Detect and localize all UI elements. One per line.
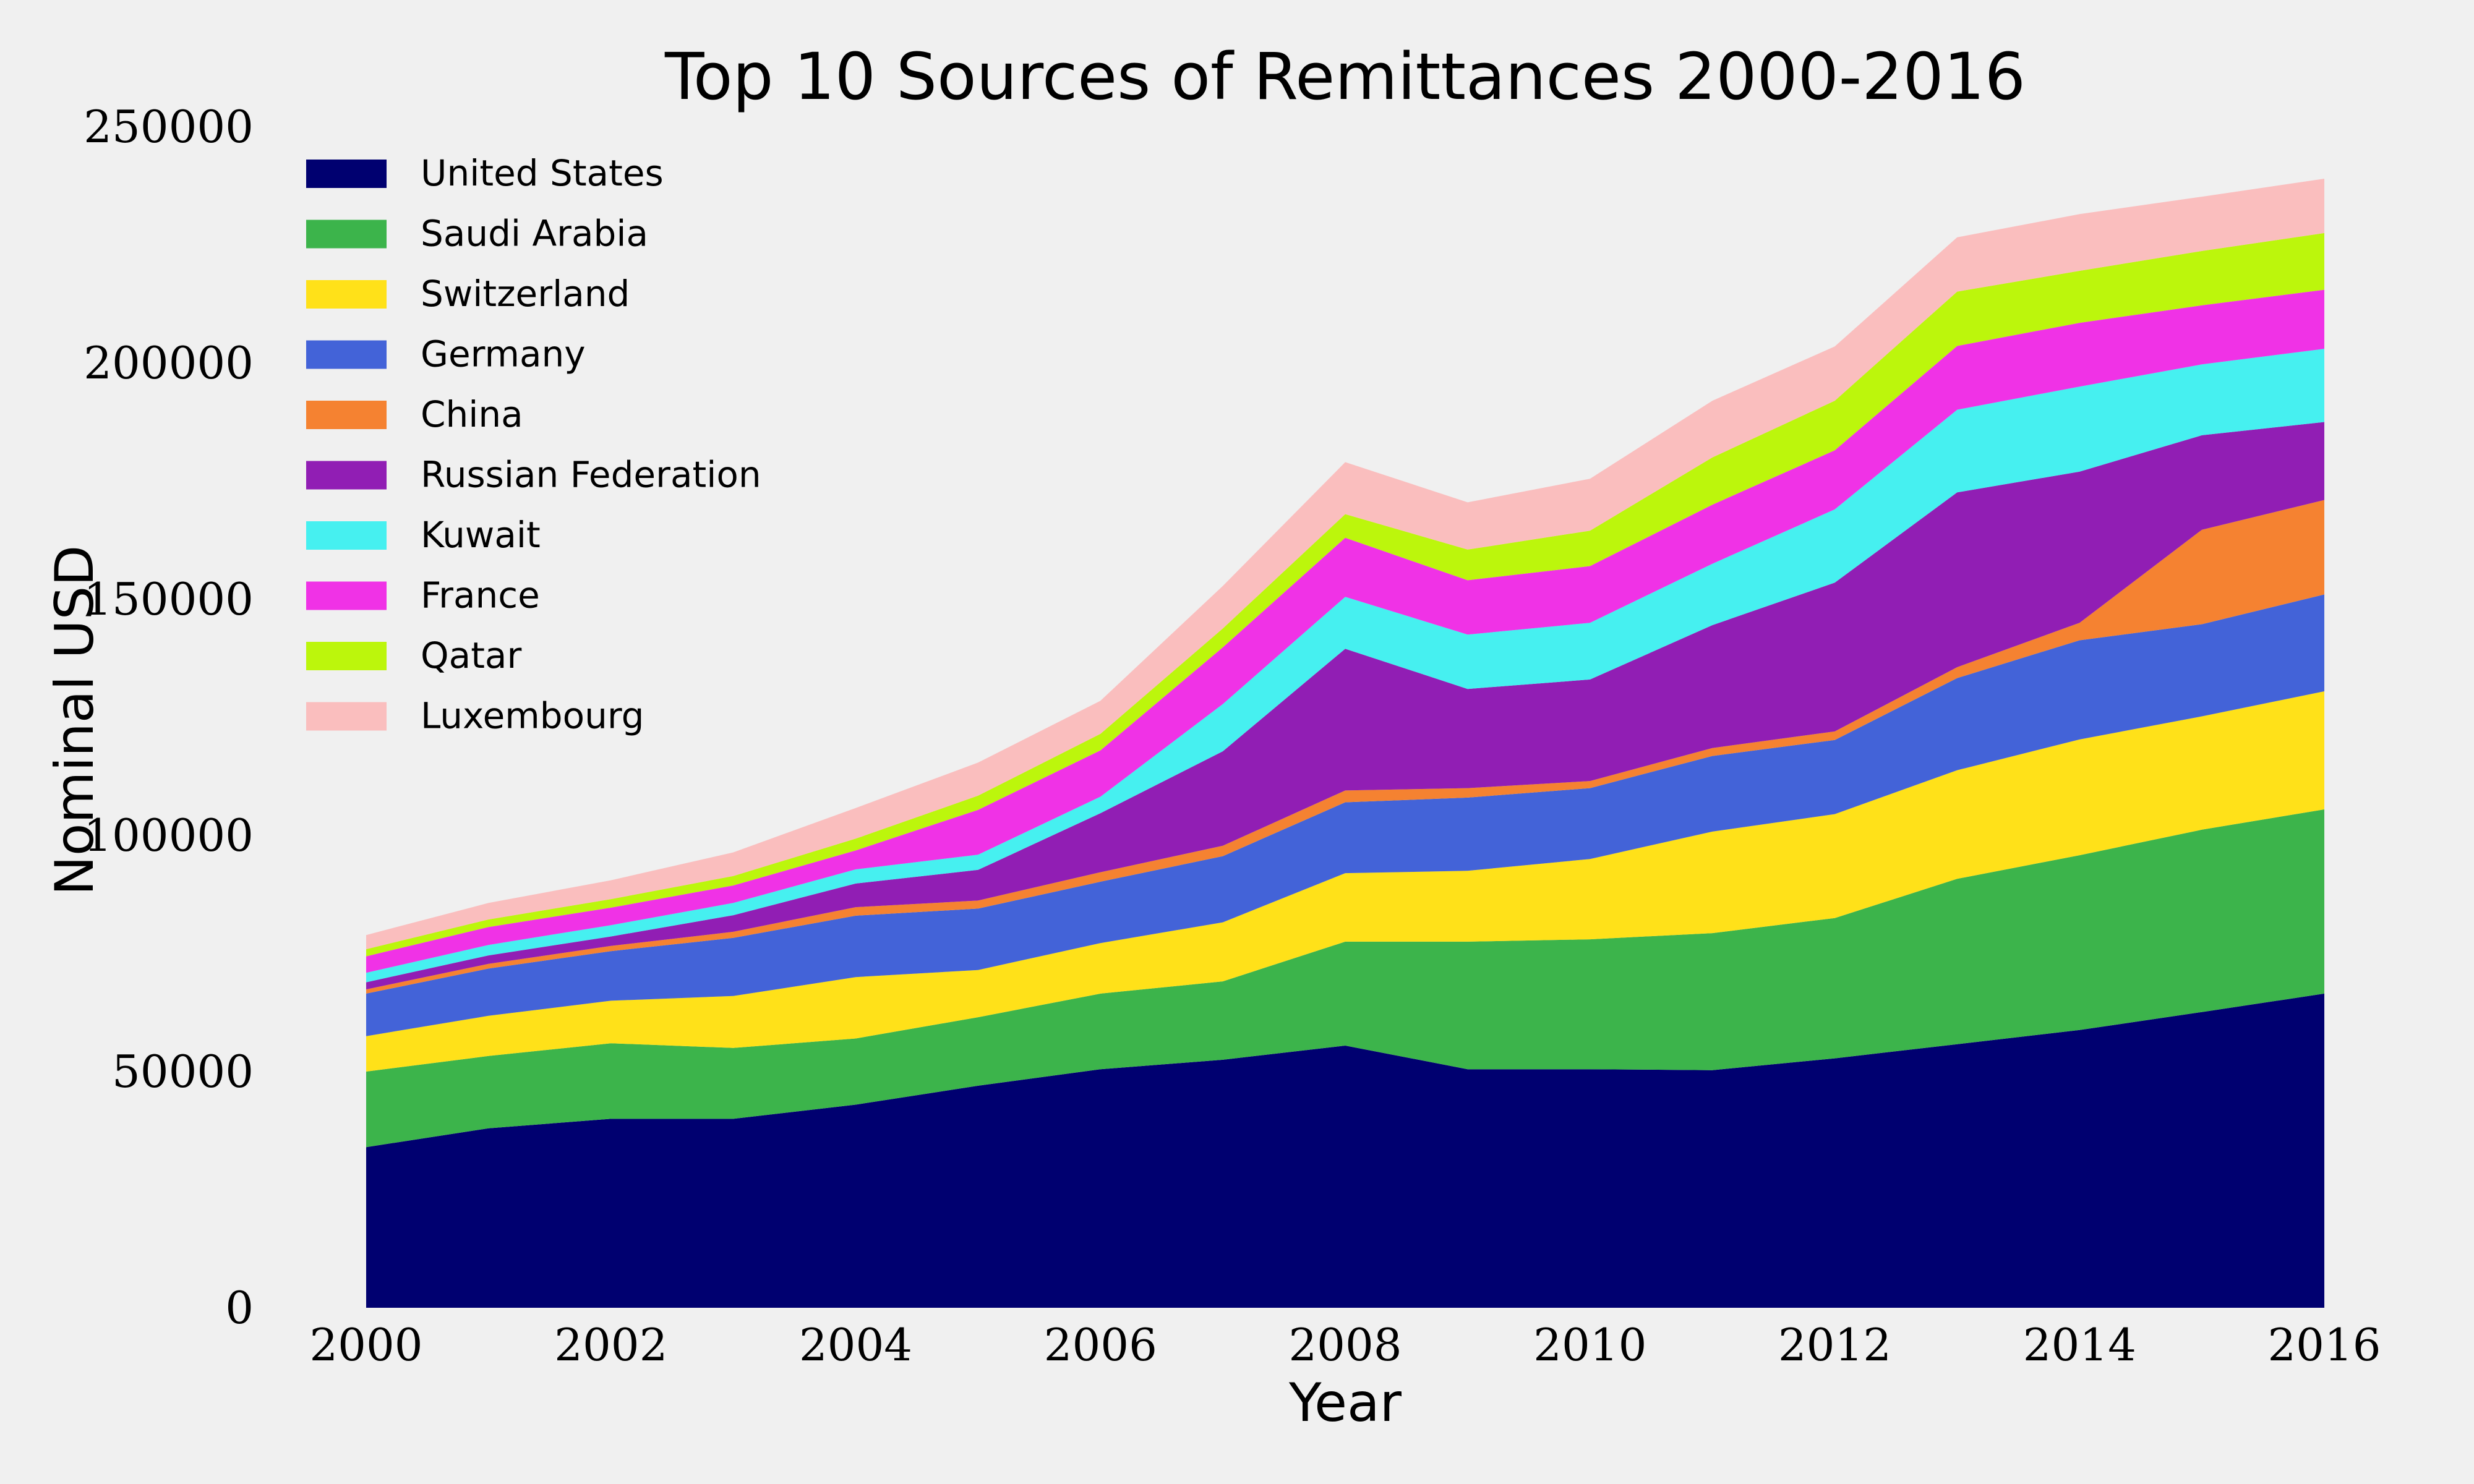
- legend-label: Kuwait: [421, 514, 541, 556]
- legend-swatch: [306, 401, 387, 429]
- legend-entry-kuwait: Kuwait: [306, 514, 541, 556]
- legend-entry-china: China: [306, 393, 523, 435]
- legend-swatch: [306, 702, 387, 731]
- legend-entry-qatar: Qatar: [306, 634, 521, 676]
- legend-swatch: [306, 642, 387, 670]
- area-luxembourg: [366, 179, 2324, 950]
- area-united-states: [366, 993, 2324, 1308]
- y-tick-label: 200000: [83, 337, 254, 389]
- y-tick-label: 250000: [83, 101, 254, 153]
- area-russian-federation: [366, 422, 2324, 990]
- legend-label: Saudi Arabia: [421, 213, 648, 255]
- area-germany: [366, 594, 2324, 1036]
- legend-entry-germany: Germany: [306, 333, 586, 375]
- legend-entry-russian-federation: Russian Federation: [306, 454, 761, 496]
- x-tick-label: 2004: [799, 1319, 912, 1371]
- legend-label: France: [421, 574, 540, 616]
- area-kuwait: [366, 349, 2324, 983]
- legend-label: China: [421, 393, 523, 435]
- x-tick-label: 2008: [1288, 1319, 1402, 1371]
- x-tick-label: 2014: [2023, 1319, 2136, 1371]
- x-tick-label: 2012: [1778, 1319, 1891, 1371]
- area-switzerland: [366, 691, 2324, 1072]
- legend-label: Luxembourg: [421, 695, 644, 737]
- legend: United States Saudi Arabia Switzerland Germ…: [306, 152, 761, 737]
- y-axis-title: Nominal USD: [44, 545, 106, 896]
- legend-label: Russian Federation: [421, 454, 761, 496]
- legend-swatch: [306, 581, 387, 610]
- y-tick-label: 50000: [112, 1046, 254, 1098]
- legend-swatch: [306, 340, 387, 369]
- area-saudi-arabia: [366, 809, 2324, 1148]
- x-axis-title: Year: [1288, 1372, 1402, 1434]
- areas-layer: [366, 179, 2324, 1308]
- x-tick-label: 2016: [2267, 1319, 2381, 1371]
- area-qatar: [366, 232, 2324, 957]
- legend-entry-france: France: [306, 574, 540, 616]
- legend-swatch: [306, 220, 387, 249]
- legend-entry-saudi-arabia: Saudi Arabia: [306, 213, 648, 255]
- legend-entry-luxembourg: Luxembourg: [306, 695, 644, 737]
- x-tick-label: 2002: [554, 1319, 667, 1371]
- legend-label: United States: [421, 152, 664, 194]
- legend-label: Switzerland: [421, 273, 630, 315]
- legend-swatch: [306, 461, 387, 490]
- legend-swatch: [306, 160, 387, 188]
- y-tick-label: 150000: [83, 573, 254, 625]
- x-tick-label: 2010: [1533, 1319, 1646, 1371]
- legend-label: Qatar: [421, 634, 521, 676]
- legend-label: Germany: [421, 333, 586, 375]
- area-france: [366, 289, 2324, 973]
- legend-swatch: [306, 521, 387, 550]
- legend-entry-united-states: United States: [306, 152, 664, 194]
- ticks-layer: 2000 2002 2004 2006 2008 2010 2012 2014 2016 0 500…: [83, 101, 2381, 1371]
- x-tick-label: 2006: [1044, 1319, 1157, 1371]
- legend-swatch: [306, 280, 387, 309]
- chart-title: Top 10 Sources of Remittances 2000-2016: [664, 39, 2026, 114]
- y-tick-label: 100000: [83, 809, 254, 861]
- legend-entry-switzerland: Switzerland: [306, 273, 630, 315]
- x-tick-label: 2000: [309, 1319, 422, 1371]
- y-tick-label: 0: [225, 1282, 254, 1334]
